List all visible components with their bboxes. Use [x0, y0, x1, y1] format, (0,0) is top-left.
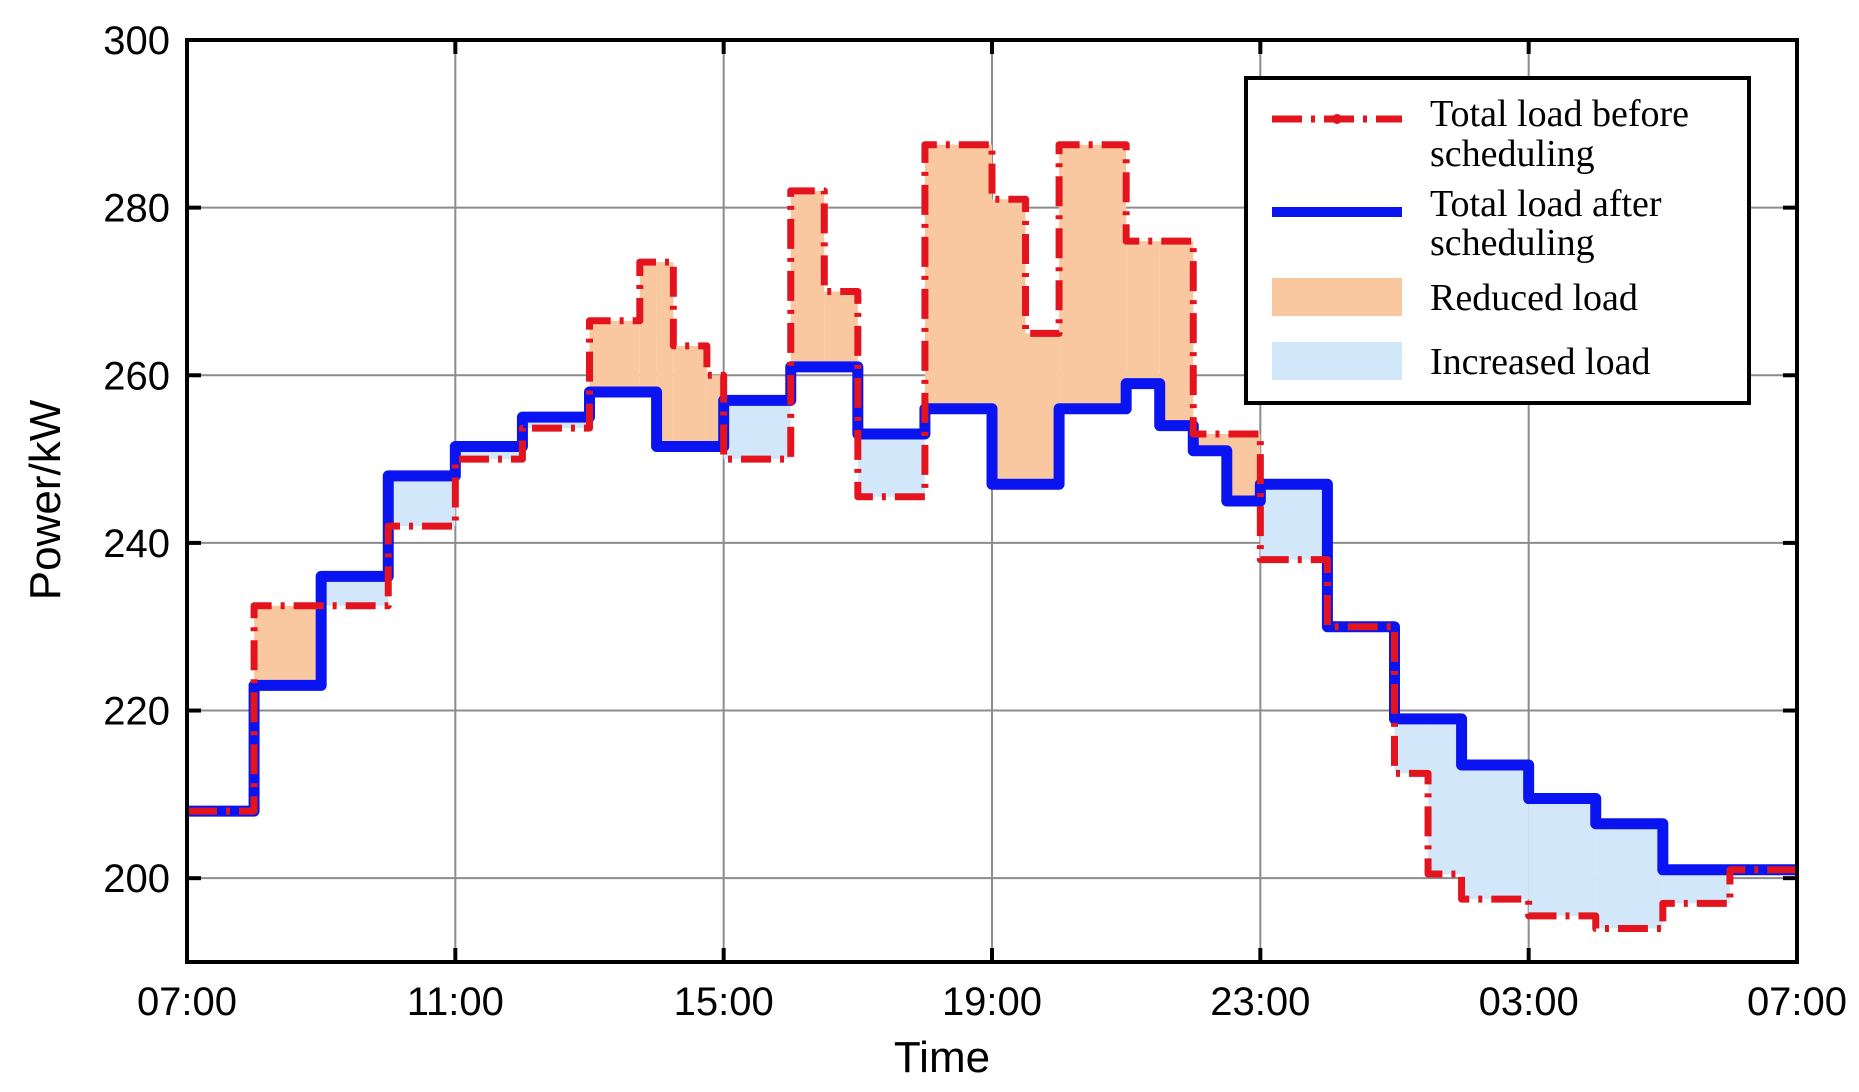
y-tick-label: 220 — [103, 690, 170, 734]
x-axis-label: Time — [894, 1033, 990, 1082]
reduced-load-region — [790, 190, 825, 367]
increased-load-region — [1528, 798, 1596, 916]
x-tick-label: 19:00 — [942, 980, 1042, 1024]
reduced-load-region — [1159, 241, 1194, 426]
increased-load-region — [1595, 823, 1663, 929]
legend-before-marker — [1332, 114, 1342, 124]
y-tick-label: 300 — [103, 19, 170, 63]
increased-load-region — [388, 475, 456, 527]
reduced-load-region — [924, 144, 992, 409]
reduced-load-region — [1126, 241, 1160, 384]
legend-after-label-1: Total load after — [1430, 183, 1662, 225]
increased-load-region — [1662, 869, 1730, 904]
x-tick-label: 23:00 — [1210, 980, 1310, 1024]
x-tick-label: 03:00 — [1479, 980, 1579, 1024]
before-scheduling-line — [187, 141, 1797, 932]
x-tick-label: 07:00 — [1747, 980, 1847, 1024]
difference-fills — [254, 144, 1730, 929]
reduced-load-region — [1059, 144, 1127, 409]
legend: Total load before scheduling Total load … — [1244, 76, 1751, 405]
increased-load-region — [1428, 718, 1462, 874]
reduced-load-region — [1226, 433, 1261, 501]
reduced-load-region — [254, 605, 322, 686]
y-tick-label: 260 — [103, 354, 170, 398]
after-scheduling-line — [187, 361, 1797, 876]
reduced-load-region — [639, 262, 657, 393]
reduced-load-region — [1025, 333, 1060, 485]
increased-load-region — [1394, 718, 1429, 774]
legend-reduced-swatch — [1272, 278, 1402, 316]
x-tick-label: 15:00 — [674, 980, 774, 1024]
series-lines — [187, 141, 1797, 932]
increased-load-region — [723, 400, 791, 460]
legend-before-label-1: Total load before — [1430, 93, 1689, 135]
legend-reduced-label: Reduced load — [1430, 277, 1638, 319]
reduced-load-region — [589, 320, 640, 393]
x-tick-label: 07:00 — [137, 980, 237, 1024]
tick-marks — [185, 38, 1799, 962]
legend-before-label-2: scheduling — [1430, 133, 1595, 175]
legend-increased-label: Increased load — [1430, 341, 1651, 383]
x-tick-label: 11:00 — [407, 980, 504, 1024]
reduced-load-region — [673, 345, 707, 447]
reduced-load-region — [992, 199, 1026, 485]
y-tick-label: 240 — [103, 522, 170, 566]
y-tick-label: 200 — [103, 857, 170, 901]
increased-load-region — [857, 433, 925, 497]
legend-after-label-2: scheduling — [1430, 222, 1595, 264]
legend-increased-swatch — [1272, 342, 1402, 380]
increased-load-region — [1260, 484, 1328, 560]
increased-load-region — [1461, 765, 1529, 900]
reduced-load-region — [824, 291, 858, 367]
tick-labels: 07:00 11:00 15:00 19:00 23:00 03:00 07:00 200 22… — [103, 19, 1847, 1024]
y-axis-label: Power/kW — [21, 399, 70, 600]
y-tick-label: 280 — [103, 187, 170, 231]
